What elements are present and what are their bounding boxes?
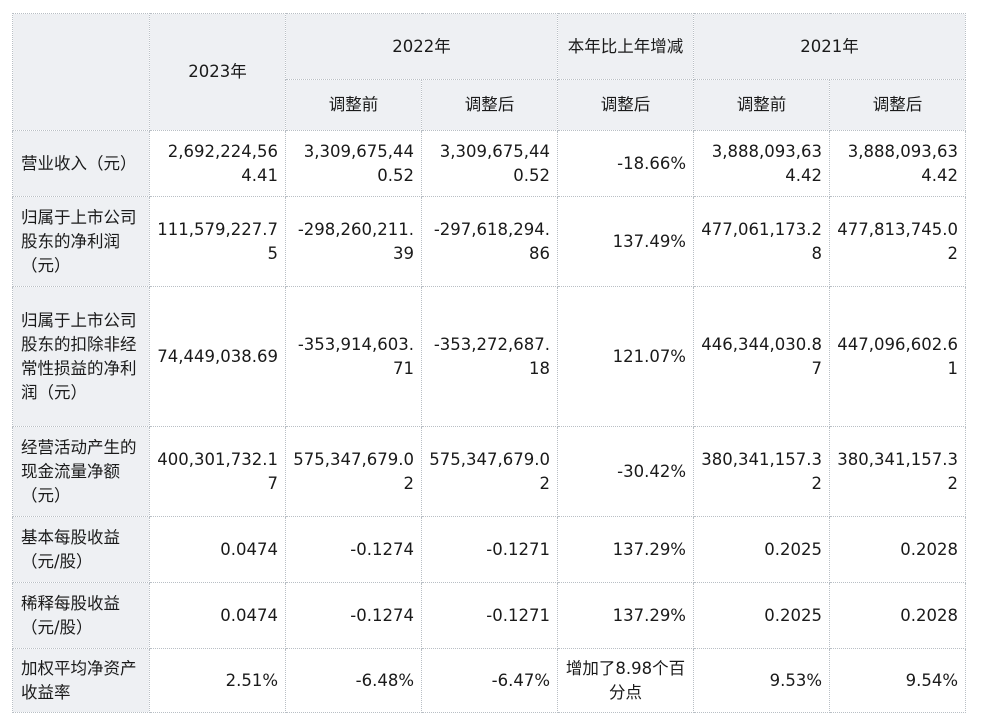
cell-change: 137.49%: [557, 196, 694, 287]
header-2021-after: 调整后: [829, 79, 966, 131]
table-row: 基本每股收益（元/股） 0.0474 -0.1274 -0.1271 137.2…: [12, 516, 966, 583]
cell-change: -30.42%: [557, 426, 694, 517]
row-label: 加权平均净资产收益率: [12, 648, 150, 713]
cell-2022-after: -6.47%: [421, 648, 558, 713]
cell-2021-before: 0.2025: [693, 516, 830, 583]
header-corner-cell: [12, 13, 150, 131]
table-subheader-row: 调整前 调整后 调整后 调整前 调整后: [13, 79, 966, 131]
cell-change: -18.66%: [557, 130, 694, 197]
cell-2021-before: 477,061,173.28: [693, 196, 830, 287]
cell-2022-after: -0.1271: [421, 516, 558, 583]
cell-2021-after: 447,096,602.61: [829, 286, 966, 427]
header-2022-before: 调整前: [285, 79, 422, 131]
cell-2021-before: 446,344,030.87: [693, 286, 830, 427]
cell-2022-after: -0.1271: [421, 582, 558, 649]
cell-2022-before: -0.1274: [285, 516, 422, 583]
row-label: 经营活动产生的现金流量净额（元）: [12, 426, 150, 517]
table-row: 营业收入（元） 2,692,224,564.41 3,309,675,440.5…: [12, 130, 966, 197]
cell-2022-before: -0.1274: [285, 582, 422, 649]
row-label: 稀释每股收益（元/股）: [12, 582, 150, 649]
row-label: 归属于上市公司股东的净利润（元）: [12, 196, 150, 287]
table-row: 归属于上市公司股东的净利润（元） 111,579,227.75 -298,260…: [12, 196, 966, 287]
cell-change: 137.29%: [557, 582, 694, 649]
cell-2022-before: 3,309,675,440.52: [285, 130, 422, 197]
cell-2021-after: 9.54%: [829, 648, 966, 713]
row-label: 基本每股收益（元/股）: [12, 516, 150, 583]
header-2023: 2023年: [149, 13, 286, 131]
table-row: 稀释每股收益（元/股） 0.0474 -0.1274 -0.1271 137.2…: [12, 582, 966, 649]
header-change-after: 调整后: [557, 79, 694, 131]
table-header-row: 2023年 2022年 本年比上年增减 2021年: [12, 13, 966, 131]
cell-2021-after: 477,813,745.02: [829, 196, 966, 287]
cell-2021-before: 3,888,093,634.42: [693, 130, 830, 197]
cell-2023: 111,579,227.75: [149, 196, 286, 287]
cell-2021-before: 380,341,157.32: [693, 426, 830, 517]
table-row: 归属于上市公司股东的扣除非经常性损益的净利润（元） 74,449,038.69 …: [12, 286, 966, 427]
cell-2022-before: -353,914,603.71: [285, 286, 422, 427]
cell-2023: 400,301,732.17: [149, 426, 286, 517]
cell-change: 121.07%: [557, 286, 694, 427]
cell-2023: 2,692,224,564.41: [149, 130, 286, 197]
cell-2023: 0.0474: [149, 516, 286, 583]
cell-2022-before: -298,260,211.39: [285, 196, 422, 287]
row-label: 归属于上市公司股东的扣除非经常性损益的净利润（元）: [12, 286, 150, 427]
cell-2022-after: 575,347,679.02: [421, 426, 558, 517]
cell-2022-before: -6.48%: [285, 648, 422, 713]
financial-data-table: 2023年 2022年 本年比上年增减 2021年 调整前 调整后 调整后 调整…: [12, 13, 966, 713]
cell-2021-after: 380,341,157.32: [829, 426, 966, 517]
cell-2023: 2.51%: [149, 648, 286, 713]
cell-2022-before: 575,347,679.02: [285, 426, 422, 517]
row-label: 营业收入（元）: [12, 130, 150, 197]
cell-2021-before: 0.2025: [693, 582, 830, 649]
cell-2021-after: 3,888,093,634.42: [829, 130, 966, 197]
cell-2021-after: 0.2028: [829, 582, 966, 649]
header-yoy-change: 本年比上年增减: [557, 13, 694, 80]
cell-2022-after: 3,309,675,440.52: [421, 130, 558, 197]
header-2021-before: 调整前: [693, 79, 830, 131]
table-row: 加权平均净资产收益率 2.51% -6.48% -6.47% 增加了8.98个百…: [12, 648, 966, 713]
cell-2022-after: -353,272,687.18: [421, 286, 558, 427]
header-2022: 2022年: [285, 13, 558, 80]
table-row: 经营活动产生的现金流量净额（元） 400,301,732.17 575,347,…: [12, 426, 966, 517]
cell-2021-after: 0.2028: [829, 516, 966, 583]
cell-2022-after: -297,618,294.86: [421, 196, 558, 287]
cell-change: 增加了8.98个百分点: [557, 648, 694, 713]
header-2022-after: 调整后: [421, 79, 558, 131]
header-2021: 2021年: [693, 13, 966, 80]
cell-2023: 74,449,038.69: [149, 286, 286, 427]
cell-2023: 0.0474: [149, 582, 286, 649]
cell-change: 137.29%: [557, 516, 694, 583]
cell-2021-before: 9.53%: [693, 648, 830, 713]
